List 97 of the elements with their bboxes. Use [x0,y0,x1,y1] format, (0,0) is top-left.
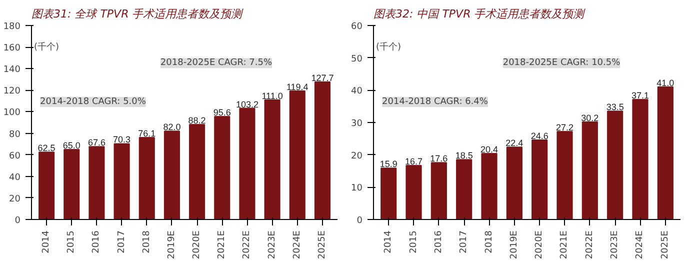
y-tick-label: 80 [9,130,21,140]
x-tick-label: 2024E [292,230,302,260]
x-tick-label: 2014 [384,230,394,254]
bar [632,99,648,220]
bar [64,148,80,220]
x-tick-label: 2021E [217,230,228,260]
data-label: 24.6 [530,130,548,141]
x-tick-label: 2018 [484,230,494,254]
bar [607,110,624,220]
data-label: 111.0 [262,90,283,101]
data-label: 65.0 [62,140,80,150]
bar [138,136,155,220]
data-label: 70.3 [113,134,131,145]
x-tick-label: 2015 [408,230,419,254]
annotation: 2014-2018 CAGR: 6.4% [382,96,488,107]
x-tick-label: 2018 [142,230,152,254]
data-label: 30.2 [581,112,599,123]
y-tick-label: 160 [3,44,21,54]
x-tick-label: 2022E [242,230,252,260]
bar [556,131,573,220]
data-label: 20.4 [480,144,498,155]
annotation: 2018-2025E CAGR: 7.5% [160,58,272,68]
y-tick-label: 0 [14,216,21,226]
data-label: 18.5 [455,150,473,161]
y-tick-label: 60 [9,151,21,162]
x-tick-label: 2017 [116,230,127,254]
y-tick-label: 20 [351,151,363,162]
data-label: 17.6 [430,154,448,164]
data-label: 82.0 [163,122,181,132]
chart-title: 图表32: 中国 TPVR 手术适用患者数及预测 [374,8,586,20]
bar [456,159,472,220]
annotation: (千个) [34,42,60,53]
x-tick-label: 2019E [509,230,520,260]
y-tick-label: 120 [3,86,21,97]
x-tick-label: 2016 [92,230,102,254]
x-tick-label: 2025E [317,230,328,260]
x-tick-label: 2015 [66,230,77,254]
bar [380,168,397,220]
y-tick-label: 20 [9,194,21,204]
data-label: 27.2 [556,122,574,133]
bar [506,146,522,220]
x-tick-label: 2020E [534,230,545,260]
y-tick-label: 180 [3,22,21,32]
data-label: 103.2 [236,99,258,110]
y-tick-label: 60 [351,22,363,32]
bar [189,124,206,220]
y-tick-label: 0 [356,216,363,226]
data-label: 62.5 [38,143,56,154]
x-tick-label: 2024E [635,230,646,260]
data-label: 33.5 [606,102,624,112]
y-tick-label: 30 [351,119,363,129]
y-tick-label: 140 [3,65,21,76]
data-label: 88.2 [188,115,206,126]
bar [264,99,280,220]
bar [657,86,674,220]
x-tick-label: 2021E [560,230,570,260]
bar [289,90,306,220]
data-label: 76.1 [138,128,156,138]
bar [239,108,256,220]
annotation: 2018-2025E CAGR: 10.5% [502,58,621,68]
bar [532,139,548,220]
bar [114,143,130,220]
y-tick-label: 10 [351,184,363,194]
bar [582,121,598,220]
data-label: 37.1 [631,90,650,101]
data-label: 95.6 [213,107,231,118]
bar [164,130,180,220]
bar [314,81,330,220]
data-label: 41.0 [656,78,674,88]
x-tick-label: 2022E [584,230,595,260]
bar [38,152,55,220]
x-tick-label: 2017 [459,230,470,254]
y-tick-label: 40 [9,172,21,183]
x-tick-label: 2020E [192,230,202,260]
data-label: 127.7 [311,72,334,83]
annotation: (千个) [376,42,402,53]
x-tick-label: 2025E [660,230,670,260]
data-label: 119.4 [286,82,308,92]
y-tick-label: 50 [351,54,363,64]
bar [481,153,498,220]
data-label: 22.4 [506,138,524,148]
x-tick-label: 2019E [166,230,177,260]
data-label: 67.6 [88,138,106,148]
annotation: 2014-2018 CAGR: 5.0% [40,96,146,107]
x-tick-label: 2016 [434,230,444,254]
data-label: 15.9 [380,159,398,170]
y-tick-label: 40 [351,86,363,97]
bar [406,165,422,220]
data-label: 16.7 [405,156,423,167]
x-tick-label: 2023E [267,230,278,260]
bar [430,162,447,220]
x-tick-label: 2014 [42,230,52,254]
bar [88,146,105,220]
chart-title: 图表31: 全球 TPVR 手术适用患者数及预测 [32,8,244,20]
x-tick-label: 2023E [610,230,620,260]
y-tick-label: 100 [3,108,21,118]
bar [214,116,230,220]
